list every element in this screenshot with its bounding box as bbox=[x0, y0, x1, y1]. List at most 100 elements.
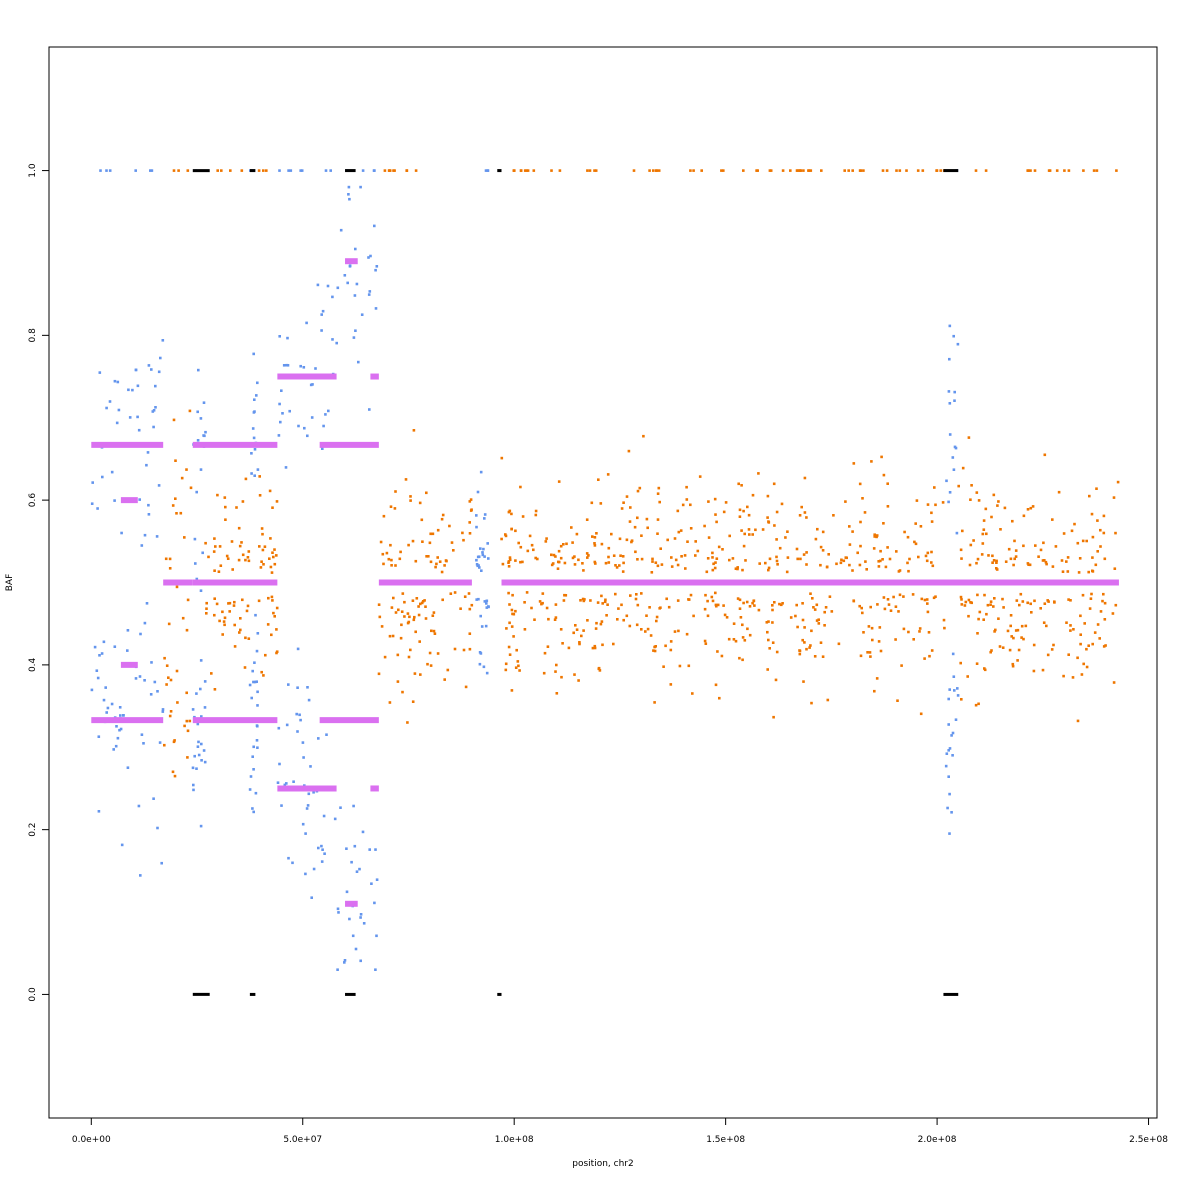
baf-point-orange bbox=[877, 565, 881, 568]
baf-point-orange bbox=[514, 609, 517, 613]
baf-point-orange bbox=[687, 598, 690, 601]
baf-point-blue bbox=[287, 169, 290, 172]
baf-point-orange bbox=[644, 630, 647, 633]
baf-point-orange bbox=[645, 517, 649, 521]
baf-point-orange bbox=[607, 555, 610, 559]
baf-point-blue bbox=[202, 434, 205, 437]
baf-point-orange bbox=[618, 564, 621, 567]
baf-point-blue bbox=[100, 652, 104, 655]
baf-point-orange bbox=[968, 563, 972, 567]
baf-point-orange bbox=[398, 557, 402, 561]
baf-point-blue bbox=[278, 335, 281, 338]
baf-point-orange bbox=[820, 169, 823, 172]
baf-point-orange bbox=[649, 634, 653, 637]
baf-point-blue bbox=[302, 366, 306, 369]
baf-point-orange bbox=[504, 533, 507, 536]
baf-point-orange bbox=[512, 612, 516, 616]
baf-point-orange bbox=[586, 169, 589, 172]
baf-point-orange bbox=[469, 498, 473, 501]
baf-point-blue bbox=[105, 169, 108, 172]
baf-point-orange bbox=[1116, 480, 1120, 484]
baf-point-orange bbox=[379, 540, 383, 544]
baf-point-orange bbox=[981, 532, 985, 536]
baf-point-orange bbox=[1102, 645, 1106, 648]
baf-point-blue bbox=[204, 430, 207, 434]
baf-point-orange bbox=[165, 664, 169, 667]
baf-point-blue bbox=[343, 959, 347, 962]
baf-point-orange bbox=[923, 598, 927, 602]
baf-point-orange bbox=[992, 559, 996, 562]
baf-point-orange bbox=[633, 525, 637, 529]
baf-point-orange bbox=[216, 493, 219, 497]
baf-point-blue bbox=[481, 551, 484, 554]
baf-point-orange bbox=[646, 627, 650, 631]
baf-point-orange bbox=[269, 537, 272, 540]
baf-point-orange bbox=[926, 503, 930, 506]
baf-point-blue bbox=[251, 755, 254, 758]
baf-point-orange bbox=[1057, 490, 1061, 494]
baf-point-blue bbox=[359, 913, 363, 916]
baf-point-orange bbox=[567, 646, 571, 650]
baf-point-orange bbox=[507, 645, 511, 649]
baf-point-orange bbox=[185, 719, 189, 723]
baf-point-orange bbox=[517, 541, 520, 545]
baf-point-orange bbox=[243, 666, 247, 669]
baf-point-orange bbox=[715, 604, 718, 608]
baf-point-orange bbox=[606, 473, 610, 476]
baf-point-orange bbox=[1099, 528, 1102, 532]
baf-point-orange bbox=[814, 537, 818, 541]
baf-point-blue bbox=[951, 652, 955, 656]
baf-point-orange bbox=[270, 595, 274, 599]
baf-point-orange bbox=[1018, 603, 1021, 607]
baf-point-orange bbox=[780, 603, 783, 607]
baf-point-orange bbox=[523, 169, 527, 172]
baf-point-orange bbox=[803, 641, 806, 644]
baf-point-orange bbox=[530, 543, 534, 547]
baf-point-orange bbox=[805, 516, 808, 519]
baf-point-orange bbox=[390, 558, 393, 562]
baf-point-blue bbox=[326, 284, 330, 288]
baf-point-orange bbox=[385, 551, 389, 555]
baf-point-blue bbox=[120, 843, 124, 847]
baf-point-orange bbox=[429, 532, 432, 536]
baf-point-orange bbox=[237, 526, 241, 530]
baf-point-orange bbox=[213, 597, 216, 600]
baf-point-orange bbox=[868, 651, 872, 654]
baf-point-blue bbox=[118, 706, 122, 709]
baf-point-orange bbox=[959, 595, 963, 599]
baf-point-blue bbox=[368, 848, 371, 851]
baf-point-blue bbox=[331, 295, 334, 299]
baf-point-orange bbox=[612, 642, 615, 646]
baf-point-blue bbox=[375, 878, 379, 881]
baf-point-orange bbox=[555, 692, 559, 695]
baf-point-blue bbox=[296, 686, 299, 689]
baf-point-blue bbox=[199, 659, 203, 662]
baf-point-orange bbox=[1081, 539, 1085, 543]
baf-point-orange bbox=[528, 534, 532, 538]
baf-point-orange bbox=[508, 621, 511, 625]
baf-point-orange bbox=[687, 664, 691, 668]
baf-point-blue bbox=[152, 409, 156, 412]
baf-point-orange bbox=[240, 169, 244, 172]
baf-point-blue bbox=[97, 735, 101, 738]
baf-point-orange bbox=[942, 618, 946, 622]
baf-point-orange bbox=[655, 615, 659, 619]
baf-point-orange bbox=[523, 601, 526, 604]
baf-point-orange bbox=[414, 169, 418, 172]
baf-point-orange bbox=[677, 629, 680, 633]
baf-point-blue bbox=[156, 826, 159, 830]
baf-point-orange bbox=[1085, 539, 1088, 543]
baf-point-orange bbox=[764, 561, 767, 565]
baf-point-orange bbox=[262, 169, 265, 172]
baf-point-orange bbox=[1039, 548, 1043, 552]
baf-point-blue bbox=[252, 745, 255, 749]
baf-point-blue bbox=[154, 406, 157, 409]
baf-point-orange bbox=[704, 642, 708, 645]
baf-point-orange bbox=[598, 669, 602, 672]
baf-point-orange bbox=[625, 614, 629, 618]
baf-point-orange bbox=[655, 169, 658, 172]
baf-point-orange bbox=[977, 617, 980, 621]
baf-point-blue bbox=[199, 417, 203, 420]
baf-point-orange bbox=[387, 557, 391, 561]
baf-point-orange bbox=[886, 482, 889, 485]
